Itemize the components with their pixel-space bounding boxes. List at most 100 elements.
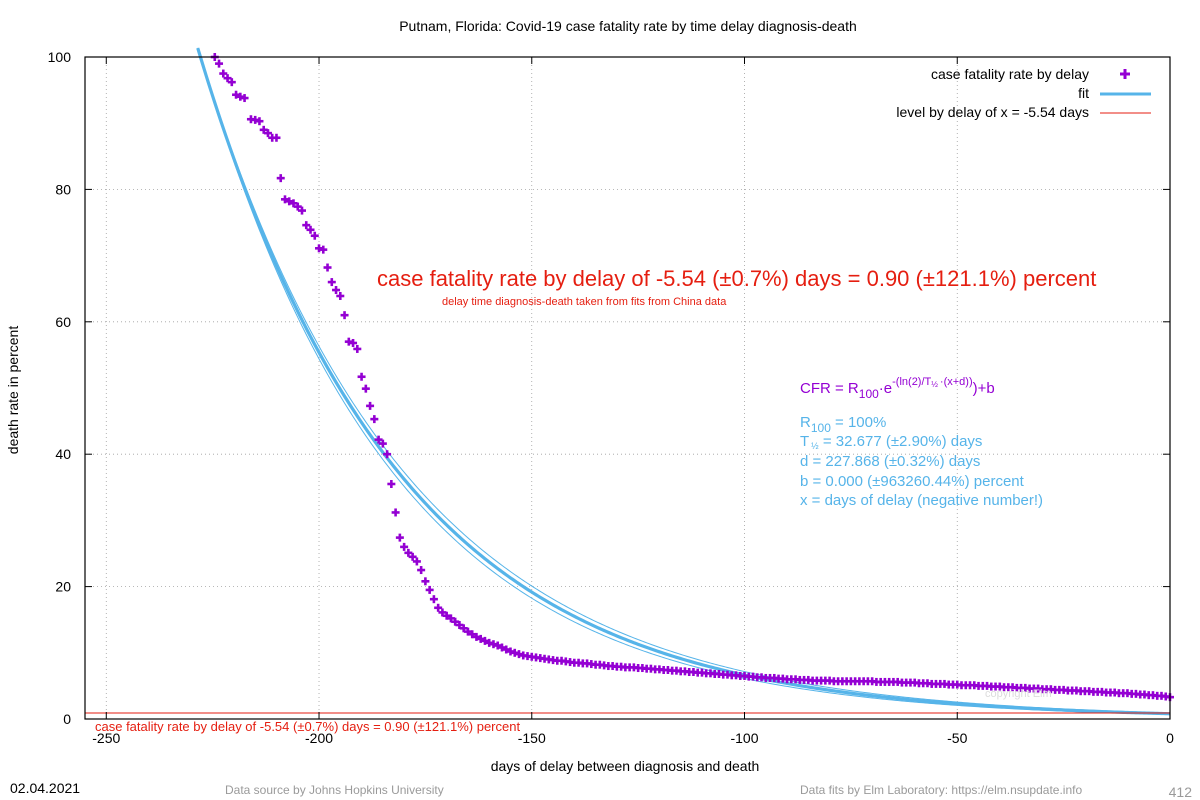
data-point: [272, 133, 281, 142]
param-x: x = days of delay (negative number!): [800, 492, 1043, 509]
data-point: [340, 311, 349, 320]
data-point: [327, 278, 336, 287]
legend-label-level: level by delay of x = -5.54 days: [896, 104, 1089, 120]
x-tick-label: -150: [518, 730, 546, 746]
y-tick-label: 40: [55, 446, 71, 462]
data-point: [446, 614, 455, 623]
data-point: [293, 202, 302, 211]
formula-sup: -(ln(2)/T: [892, 376, 931, 388]
data-point: [391, 508, 400, 517]
x-axis-label: days of delay between diagnosis and deat…: [491, 758, 760, 774]
data-point: [357, 372, 366, 381]
data-point: [442, 611, 451, 620]
data-point: [395, 533, 404, 542]
param-r100: R100 = 100%: [800, 414, 886, 435]
cfr-bottom-label: case fatality rate by delay of -5.54 (±0…: [95, 719, 520, 734]
legend-label-cfr: case fatality rate by delay: [931, 66, 1089, 82]
param-b: b = 0.000 (±963260.44%) percent: [800, 473, 1025, 490]
legend: case fatality rate by delay fit level by…: [896, 66, 1151, 120]
data-point: [319, 245, 328, 254]
data-point: [259, 125, 268, 134]
data-point: [285, 197, 294, 206]
param-d: d = 227.868 (±0.32%) days: [800, 453, 980, 470]
data-point: [506, 647, 515, 656]
data-point: [344, 337, 353, 346]
data-point: [480, 636, 489, 645]
data-point: [332, 286, 341, 295]
data-point: [459, 624, 468, 633]
data-point: [276, 174, 285, 183]
x-tick-label: -250: [92, 730, 120, 746]
data-point: [387, 479, 396, 488]
data-point: [289, 199, 298, 208]
formula-sup-end: ·(x+d)): [940, 376, 973, 388]
data-point: [280, 195, 289, 204]
formula-sub100: 100: [859, 387, 879, 401]
data-point: [412, 557, 421, 566]
data-point: [302, 221, 311, 230]
data-point: [263, 129, 272, 138]
formula-suffix: )+b: [973, 380, 995, 397]
axis-ticks: -250 -200 -150 -100 -50 0 0 20 40 60 80 100: [48, 49, 1174, 746]
data-point: [451, 617, 460, 626]
data-point: [240, 94, 249, 103]
legend-marker-cfr: [1120, 69, 1130, 79]
data-point: [502, 645, 511, 654]
data-point: [404, 548, 413, 557]
data-point: [232, 90, 241, 99]
data-point: [223, 74, 232, 83]
chart-title: Putnam, Florida: Covid-19 case fatality …: [399, 18, 857, 34]
data-point: [455, 620, 464, 629]
footer-fits: Data fits by Elm Laboratory: https://elm…: [800, 783, 1082, 797]
data-point: [353, 344, 362, 353]
data-point: [219, 69, 228, 78]
data-point: [315, 244, 324, 253]
footer-date: 02.04.2021: [10, 780, 80, 796]
cfr-headline: case fatality rate by delay of -5.54 (±0…: [377, 266, 1096, 291]
data-point: [468, 630, 477, 639]
data-point: [374, 435, 383, 444]
data-point: [298, 206, 306, 215]
data-point: [489, 640, 498, 649]
data-point: [438, 608, 447, 617]
data-point: [463, 627, 472, 636]
formula-mid: ·e: [879, 380, 892, 397]
data-point: [417, 566, 426, 575]
grid: [85, 57, 1170, 719]
data-point: [497, 643, 506, 652]
data-point: [361, 384, 370, 393]
data-point: [421, 577, 430, 586]
fit-line: [196, 47, 1171, 716]
y-tick-label: 80: [55, 181, 71, 197]
data-points: [210, 53, 1174, 702]
fit-formula: CFR = R100·e-(ln(2)/T½ ·(x+d)))+b: [800, 376, 995, 401]
data-point: [400, 542, 409, 551]
data-point: [236, 92, 245, 101]
data-point: [251, 115, 260, 124]
y-tick-label: 20: [55, 579, 71, 595]
footer-source: Data source by Johns Hopkins University: [225, 783, 444, 797]
data-point: [255, 117, 264, 126]
y-tick-label: 100: [48, 49, 72, 65]
watermark: copyright Elm: [985, 688, 1052, 700]
data-point: [515, 650, 523, 659]
data-point: [476, 634, 485, 643]
fit-band-upper: [197, 48, 1171, 714]
fit-band-lower: [197, 47, 1171, 715]
x-tick-label: -200: [305, 730, 333, 746]
data-point: [227, 78, 236, 87]
data-point: [323, 263, 332, 272]
data-point: [366, 401, 375, 410]
footer-page-number: 412: [1169, 784, 1193, 800]
data-point: [429, 595, 438, 604]
fit-curves: [85, 47, 1171, 716]
x-tick-label: -100: [730, 730, 758, 746]
data-point: [510, 648, 519, 657]
data-point: [408, 552, 417, 561]
plot-frame: [84, 56, 1171, 720]
data-point: [349, 338, 358, 347]
data-point: [485, 638, 494, 647]
